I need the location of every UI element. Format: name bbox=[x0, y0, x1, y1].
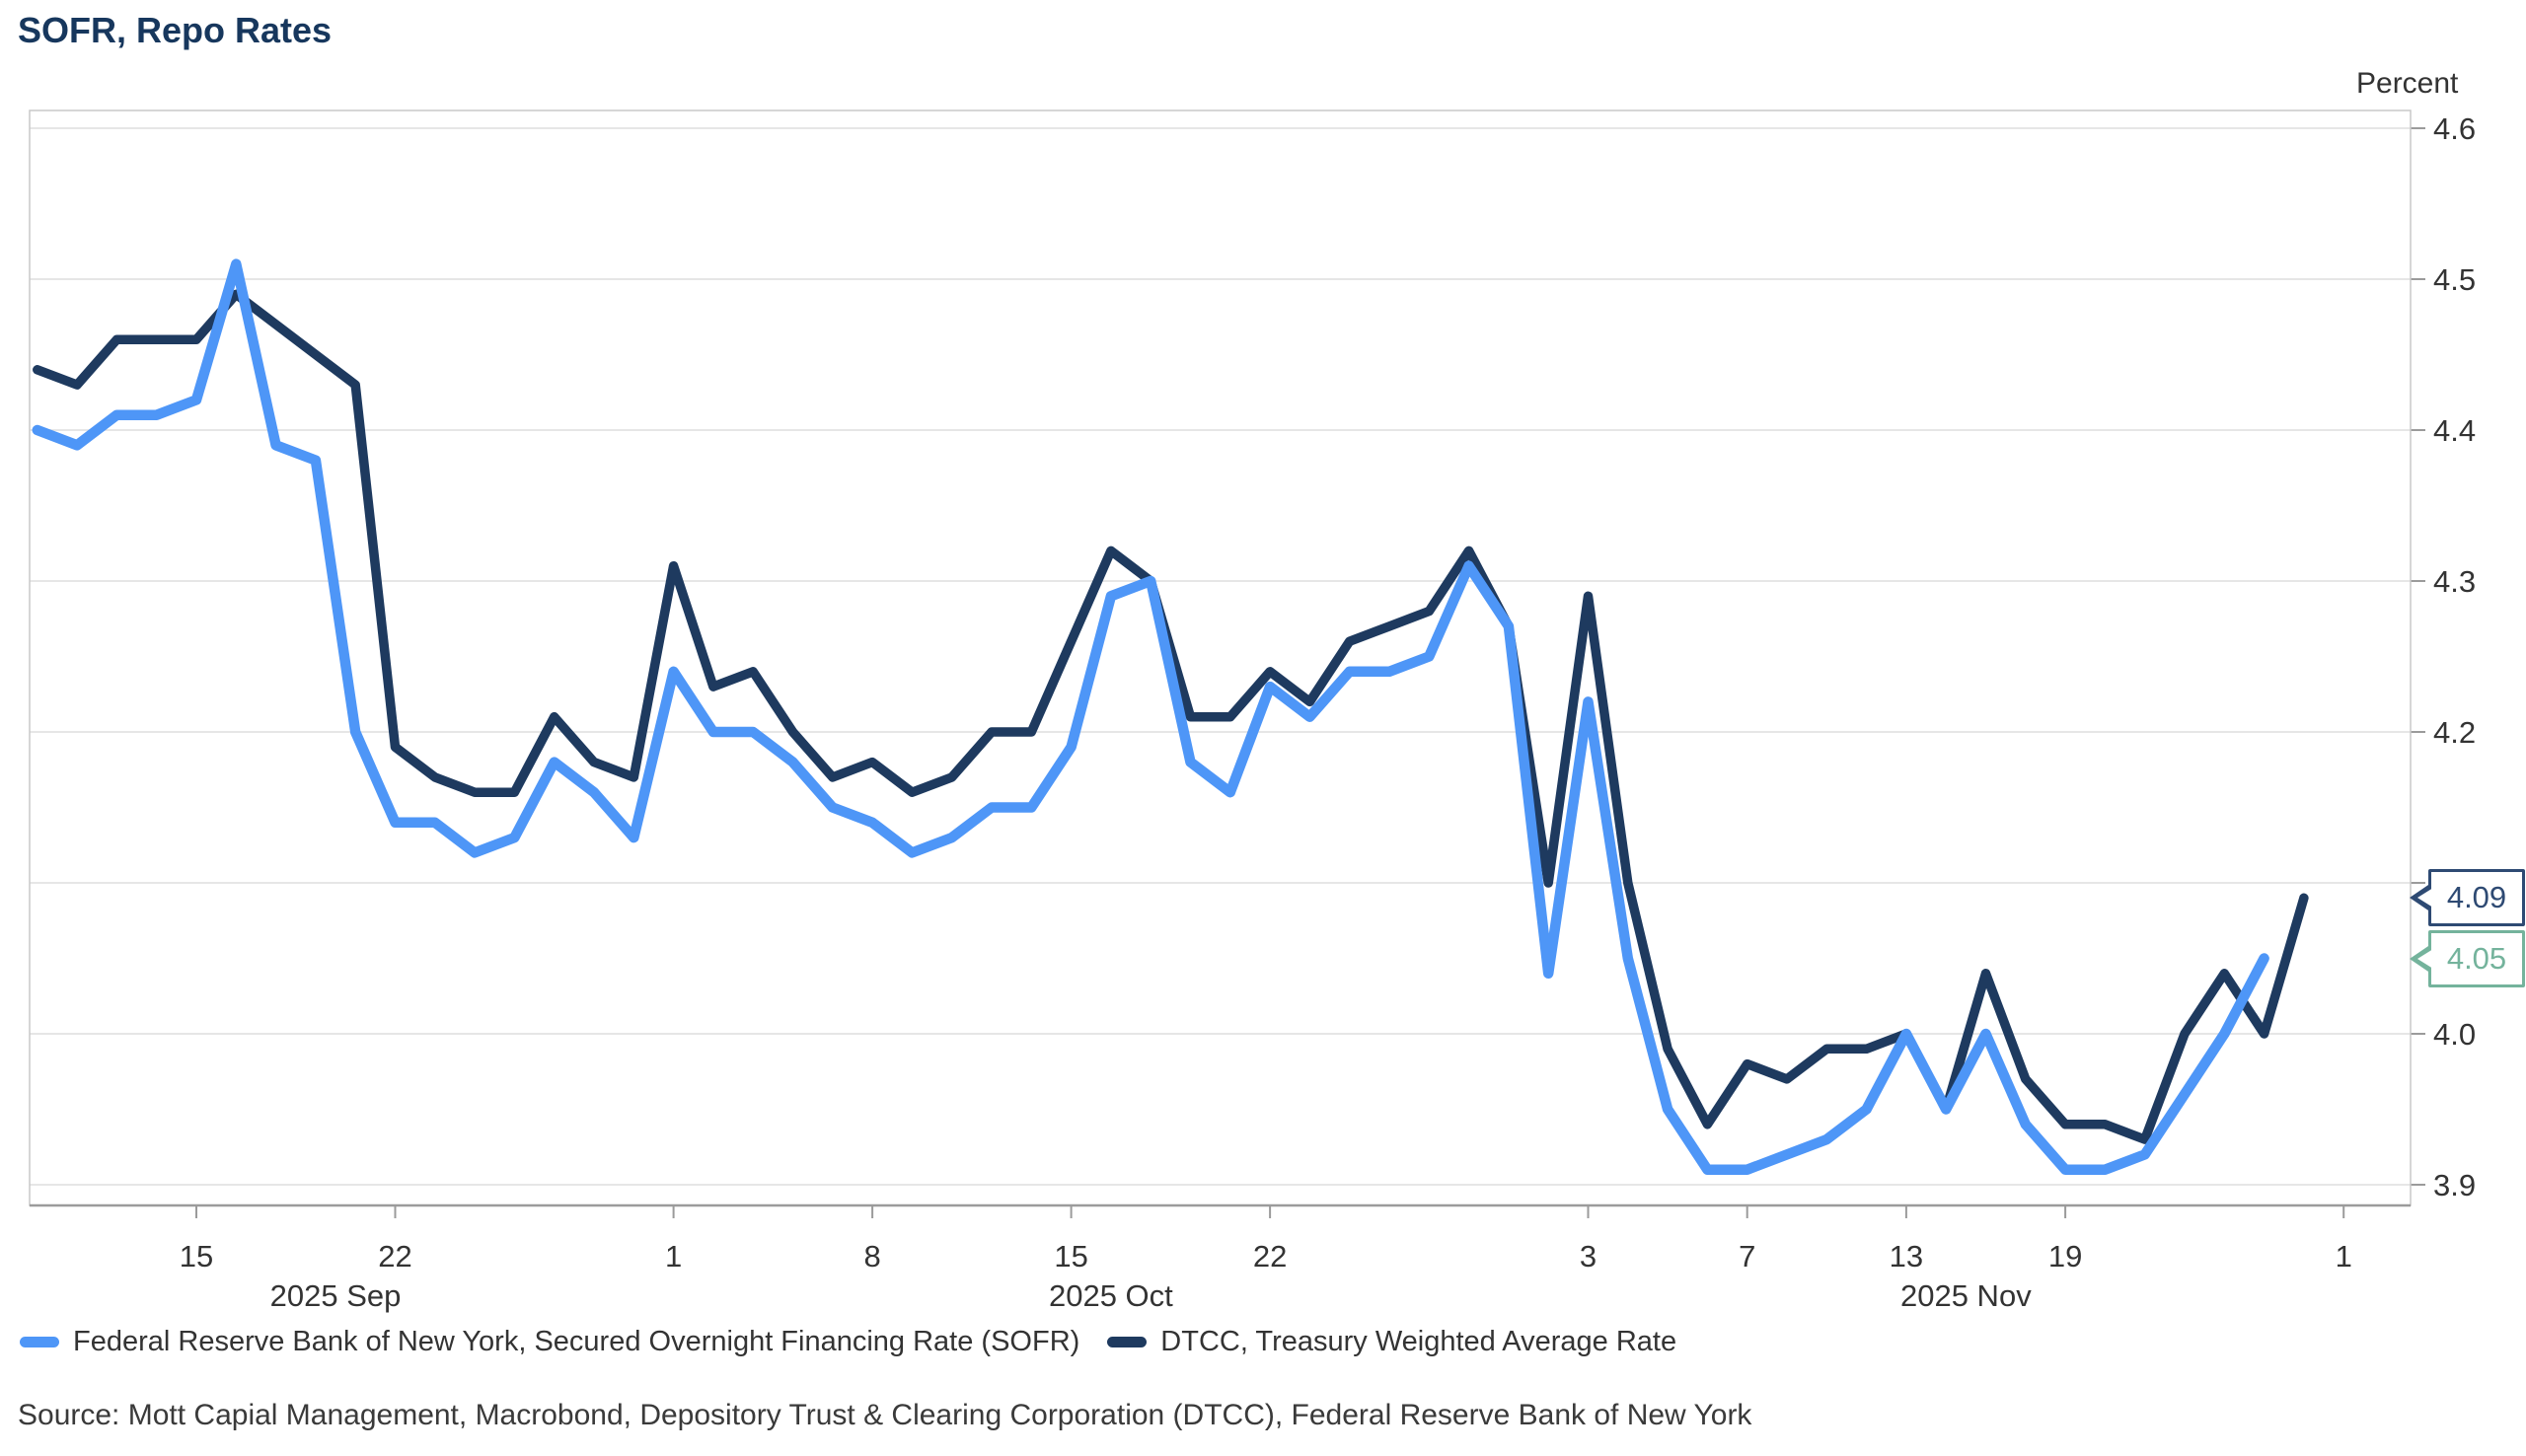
y-tick-label: 3.9 bbox=[2433, 1168, 2476, 1202]
x-tick-label: 19 bbox=[2048, 1239, 2082, 1274]
legend-item-dtcc: DTCC, Treasury Weighted Average Rate bbox=[1107, 1326, 1676, 1358]
x-tick-label: 22 bbox=[378, 1239, 411, 1274]
y-tick-label: 4.5 bbox=[2433, 262, 2476, 297]
last-value-callout-dtcc: 4.09 bbox=[2428, 869, 2525, 927]
y-tick-label: 4.6 bbox=[2433, 111, 2476, 146]
x-month-label: 2025 Nov bbox=[1900, 1278, 2032, 1313]
legend-item-sofr: Federal Reserve Bank of New York, Secure… bbox=[20, 1326, 1079, 1358]
x-tick-label: 8 bbox=[863, 1239, 880, 1274]
sofr-line bbox=[32, 258, 2269, 1175]
x-tick-label: 15 bbox=[180, 1239, 213, 1274]
x-tick-label: 1 bbox=[665, 1239, 682, 1274]
last-value-callout-sofr: 4.05 bbox=[2428, 929, 2525, 987]
legend-label-dtcc: DTCC, Treasury Weighted Average Rate bbox=[1160, 1326, 1677, 1357]
x-tick-label: 1 bbox=[2336, 1239, 2352, 1274]
y-tick-label: 4.4 bbox=[2433, 413, 2476, 448]
x-month-label: 2025 Sep bbox=[270, 1278, 402, 1313]
y-axis-unit-label: Percent bbox=[2356, 67, 2459, 100]
y-tick-label: 4.2 bbox=[2433, 715, 2476, 750]
dtcc-series-swatch-icon bbox=[1107, 1337, 1148, 1347]
sofr-last-value: 4.05 bbox=[2446, 940, 2507, 976]
y-tick-label: 4.3 bbox=[2433, 564, 2476, 599]
dtcc-line bbox=[33, 289, 2309, 1144]
x-month-label: 2025 Oct bbox=[1049, 1278, 1173, 1313]
x-tick-label: 7 bbox=[1739, 1239, 1755, 1274]
dtcc-last-value: 4.09 bbox=[2446, 880, 2507, 915]
source-line: Source: Mott Capial Management, Macrobon… bbox=[18, 1399, 1752, 1431]
x-tick-label: 13 bbox=[1890, 1239, 1923, 1274]
y-tick-label: 4.0 bbox=[2433, 1017, 2476, 1052]
x-tick-label: 22 bbox=[1253, 1239, 1287, 1274]
x-tick-label: 3 bbox=[1580, 1239, 1597, 1274]
x-tick-label: 15 bbox=[1054, 1239, 1087, 1274]
page-title: SOFR, Repo Rates bbox=[18, 10, 333, 50]
legend-label-sofr: Federal Reserve Bank of New York, Secure… bbox=[73, 1326, 1080, 1357]
legend: Federal Reserve Bank of New York, Secure… bbox=[20, 1326, 1676, 1358]
sofr-series-swatch-icon bbox=[20, 1337, 59, 1347]
